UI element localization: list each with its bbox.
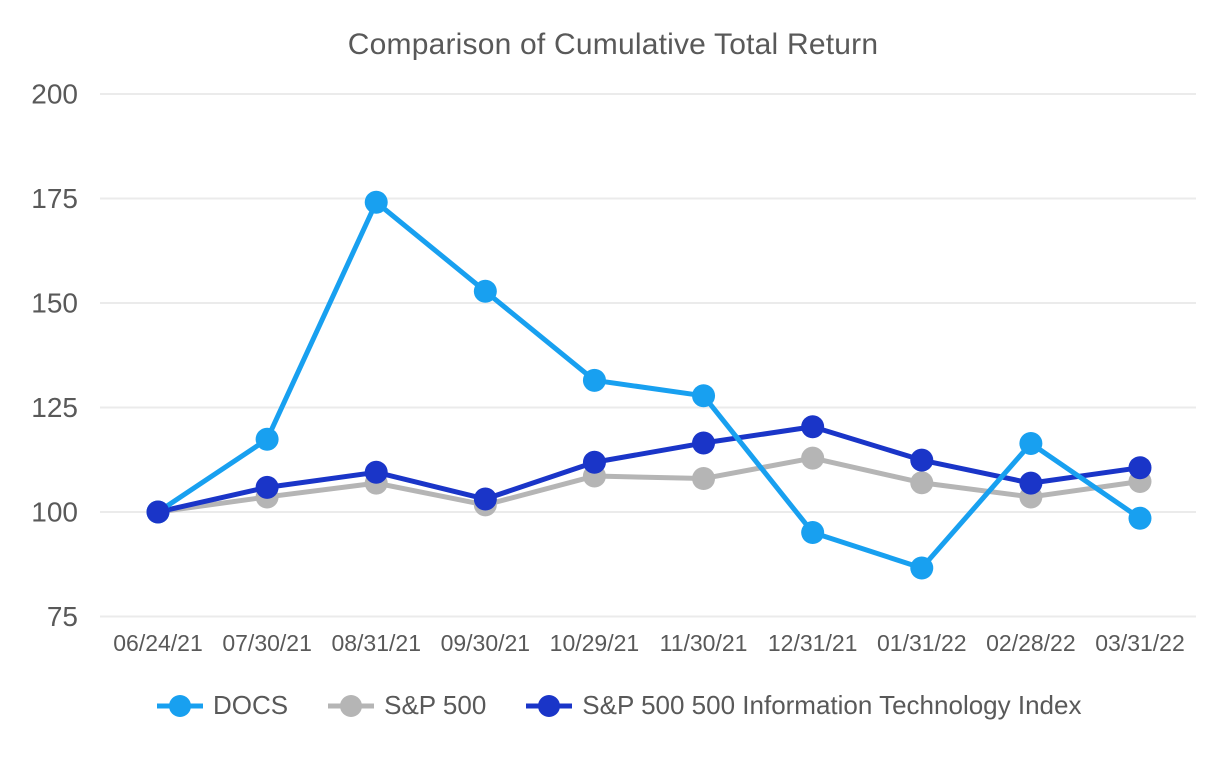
data-point-docs (1128, 506, 1152, 530)
data-point-docs (692, 384, 716, 408)
data-point-sp500-it (255, 475, 279, 499)
data-point-docs (1019, 431, 1043, 455)
x-tick-label: 01/31/22 (877, 630, 967, 656)
data-point-docs (364, 190, 388, 214)
data-point-sp500-it (473, 487, 497, 511)
data-point-sp500-it (146, 500, 170, 524)
y-tick-label: 150 (31, 288, 78, 319)
data-point-docs (255, 427, 279, 451)
data-point-sp500-it (582, 450, 606, 474)
data-point-sp500-it (910, 448, 934, 472)
data-point-sp500 (692, 467, 716, 491)
legend-item-docs: DOCS (157, 690, 288, 721)
y-tick-label: 125 (31, 392, 78, 423)
x-tick-label: 02/28/22 (986, 630, 1076, 656)
y-tick-label: 175 (31, 183, 78, 214)
data-point-sp500-it (692, 431, 716, 455)
series-line-sp500 (155, 455, 1143, 515)
x-tick-label: 06/24/21 (113, 630, 203, 656)
data-point-docs (473, 279, 497, 303)
data-point-sp500-it (364, 460, 388, 484)
legend-marker-dot (538, 694, 561, 717)
data-point-sp500 (910, 471, 934, 495)
legend-label: S&P 500 500 Information Technology Index (582, 690, 1082, 720)
legend-label: S&P 500 (384, 690, 487, 720)
data-point-sp500-it (1128, 456, 1152, 480)
x-tick-label: 10/29/21 (550, 630, 640, 656)
legend-item-sp500: S&P 500 (328, 690, 486, 721)
y-tick-label: 200 (31, 79, 78, 110)
x-tick-label: 07/30/21 (222, 630, 312, 656)
legend-item-sp500-it: S&P 500 500 Information Technology Index (526, 690, 1081, 721)
data-point-docs (910, 556, 934, 580)
data-point-sp500-it (1019, 471, 1043, 495)
x-tick-label: 03/31/22 (1095, 630, 1185, 656)
x-tick-label: 08/31/21 (331, 630, 421, 656)
chart-legend: DOCS S&P 500 S&P 500 500 Information Techn… (157, 690, 1081, 721)
legend-marker-dot (169, 694, 191, 717)
x-tick-label: 09/30/21 (441, 630, 531, 656)
data-point-docs (582, 368, 606, 392)
series-line-sp500-it (155, 424, 1143, 515)
data-point-sp500 (801, 446, 825, 470)
data-point-docs (801, 520, 825, 544)
legend-marker-icon (157, 694, 203, 717)
legend-marker-icon (526, 694, 573, 717)
data-point-sp500-it (801, 415, 825, 439)
series-line-docs (155, 199, 1143, 571)
legend-label: DOCS (213, 690, 289, 720)
x-tick-label: 11/30/21 (660, 630, 748, 656)
chart-title: Comparison of Cumulative Total Return (347, 28, 879, 61)
x-tick-label: 12/31/21 (768, 630, 858, 656)
legend-marker-dot (340, 694, 363, 717)
y-tick-label: 100 (31, 497, 78, 528)
y-tick-label: 75 (47, 601, 78, 632)
legend-marker-icon (328, 694, 375, 717)
